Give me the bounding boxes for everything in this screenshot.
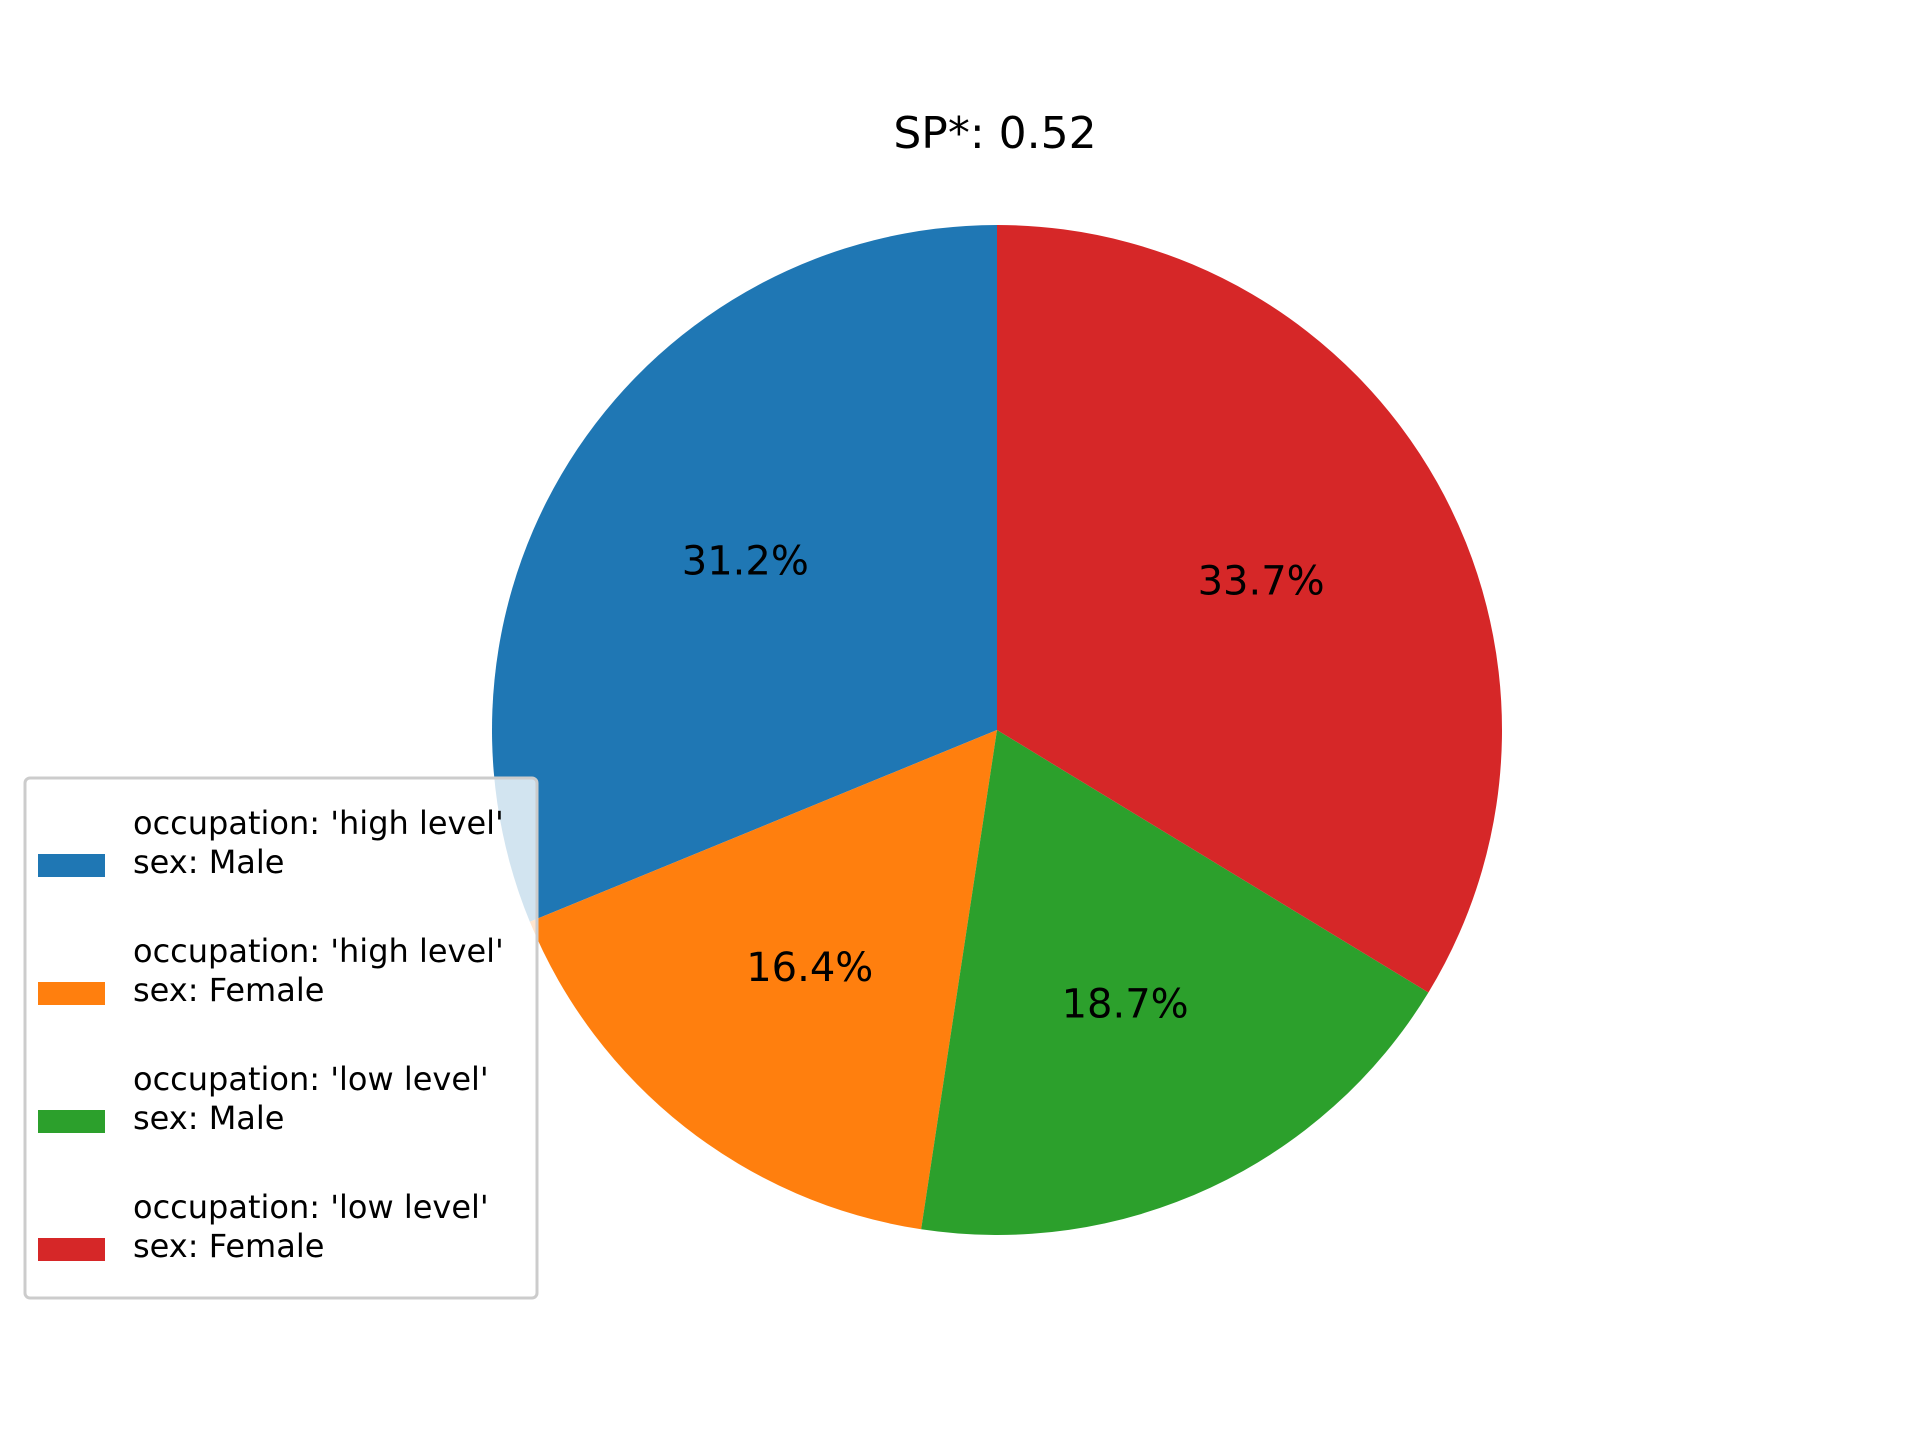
- legend: occupation: 'high level'sex: Maleoccupat…: [23, 776, 539, 1300]
- pie-slice-2: [529, 730, 997, 1230]
- chart-title: SP*: 0.52: [893, 108, 1096, 159]
- pie-percentage-labels: 31.2% 16.4% 18.7% 33.7%: [682, 538, 1325, 1027]
- legend-swatch-2: [38, 982, 105, 1005]
- pie-slice-3: [921, 730, 1429, 1235]
- legend-label-line2-1: sex: Male: [133, 843, 284, 881]
- legend-swatch-3: [38, 1110, 105, 1133]
- legend-frame: [23, 776, 539, 1300]
- pie-pct-label-3: 18.7%: [1062, 982, 1189, 1028]
- legend-label-line1-2: occupation: 'high level': [133, 932, 504, 970]
- pie-slices: [491, 225, 1503, 1235]
- legend-entry-4: occupation: 'low level'sex: Female: [38, 1188, 489, 1265]
- legend-label-line2-4: sex: Female: [133, 1227, 324, 1265]
- pie-pct-label-2: 16.4%: [746, 945, 873, 991]
- legend-swatch-1: [38, 854, 105, 877]
- pie-pct-label-4: 33.7%: [1198, 559, 1325, 605]
- legend-entry-3: occupation: 'low level'sex: Male: [38, 1060, 489, 1137]
- legend-swatch-4: [38, 1238, 105, 1261]
- pie-slice-4: [997, 225, 1503, 993]
- pie-slice-1: [491, 225, 997, 922]
- legend-label-line2-2: sex: Female: [133, 971, 324, 1009]
- legend-label-line2-3: sex: Male: [133, 1099, 284, 1137]
- legend-entry-1: occupation: 'high level'sex: Male: [38, 804, 504, 881]
- legend-entry-2: occupation: 'high level'sex: Female: [38, 932, 504, 1009]
- legend-label-line1-3: occupation: 'low level': [133, 1060, 489, 1098]
- pie-pct-label-1: 31.2%: [682, 538, 809, 584]
- legend-label-line1-4: occupation: 'low level': [133, 1188, 489, 1226]
- legend-label-line1-1: occupation: 'high level': [133, 804, 504, 842]
- legend-entries: occupation: 'high level'sex: Maleoccupat…: [38, 804, 504, 1265]
